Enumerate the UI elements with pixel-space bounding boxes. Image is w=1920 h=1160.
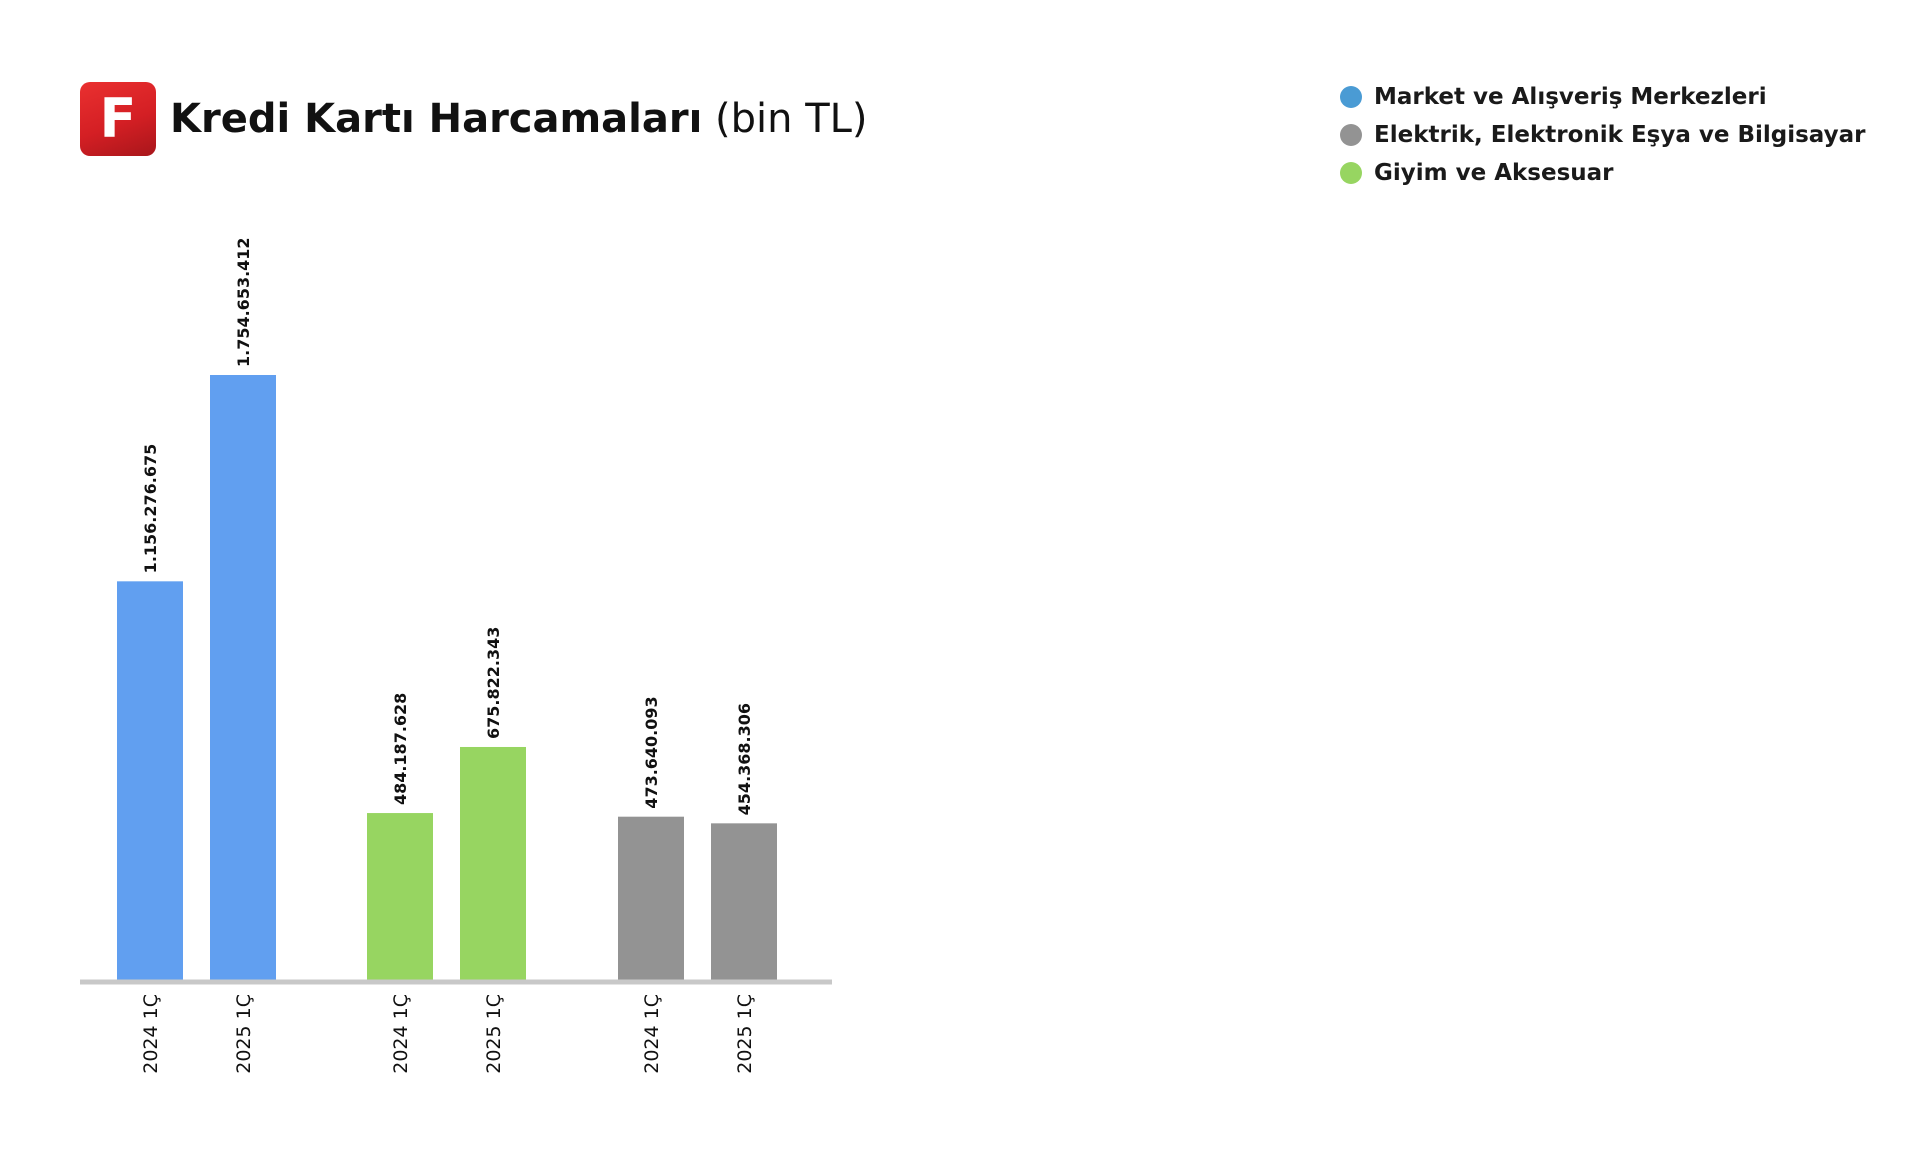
legend-label: Market ve Alışveriş Merkezleri	[1374, 84, 1767, 110]
bar-value-label: 454.368.306	[735, 703, 754, 815]
chart-title-unit: (bin TL)	[715, 96, 868, 142]
bar	[618, 816, 684, 980]
x-tick-label: 2024 1Ç	[641, 994, 663, 1074]
x-tick-label: 2024 1Ç	[390, 994, 412, 1074]
chart-header: F Kredi Kartı Harcamaları (bin TL)	[80, 82, 868, 156]
legend-dot-icon	[1340, 162, 1362, 184]
bar-value-label: 1.156.276.675	[141, 444, 160, 574]
legend-item-market: Market ve Alışveriş Merkezleri	[1340, 78, 1865, 116]
legend-label: Giyim ve Aksesuar	[1374, 160, 1614, 186]
bar-value-label: 675.822.343	[484, 627, 503, 739]
x-tick-label: 2024 1Ç	[140, 994, 162, 1074]
bar-value-label: 1.754.653.412	[234, 237, 253, 367]
x-tick-label: 2025 1Ç	[483, 994, 505, 1074]
x-tick-label: 2025 1Ç	[233, 994, 255, 1074]
legend-dot-icon	[1340, 124, 1362, 146]
bar	[117, 581, 183, 980]
bar	[210, 375, 276, 980]
legend-item-giyim: Giyim ve Aksesuar	[1340, 154, 1865, 192]
legend-dot-icon	[1340, 86, 1362, 108]
bar-value-label: 484.187.628	[391, 693, 410, 805]
chart-title-main: Kredi Kartı Harcamaları	[170, 96, 703, 142]
brand-logo-icon: F	[80, 82, 156, 156]
bar	[367, 813, 433, 980]
legend-item-elektronik: Elektrik, Elektronik Eşya ve Bilgisayar	[1340, 116, 1865, 154]
chart-legend: Market ve Alışveriş Merkezleri Elektrik,…	[1340, 78, 1865, 192]
x-tick-label: 2025 1Ç	[734, 994, 756, 1074]
bar-value-label: 473.640.093	[642, 696, 661, 808]
bar	[460, 746, 526, 980]
chart-title: Kredi Kartı Harcamaları (bin TL)	[170, 96, 868, 142]
bar	[711, 823, 777, 980]
legend-label: Elektrik, Elektronik Eşya ve Bilgisayar	[1374, 122, 1866, 148]
